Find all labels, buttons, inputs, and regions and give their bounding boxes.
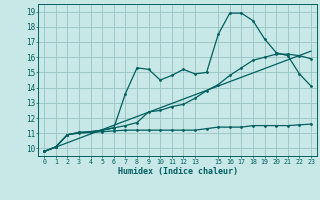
X-axis label: Humidex (Indice chaleur): Humidex (Indice chaleur) xyxy=(118,167,238,176)
